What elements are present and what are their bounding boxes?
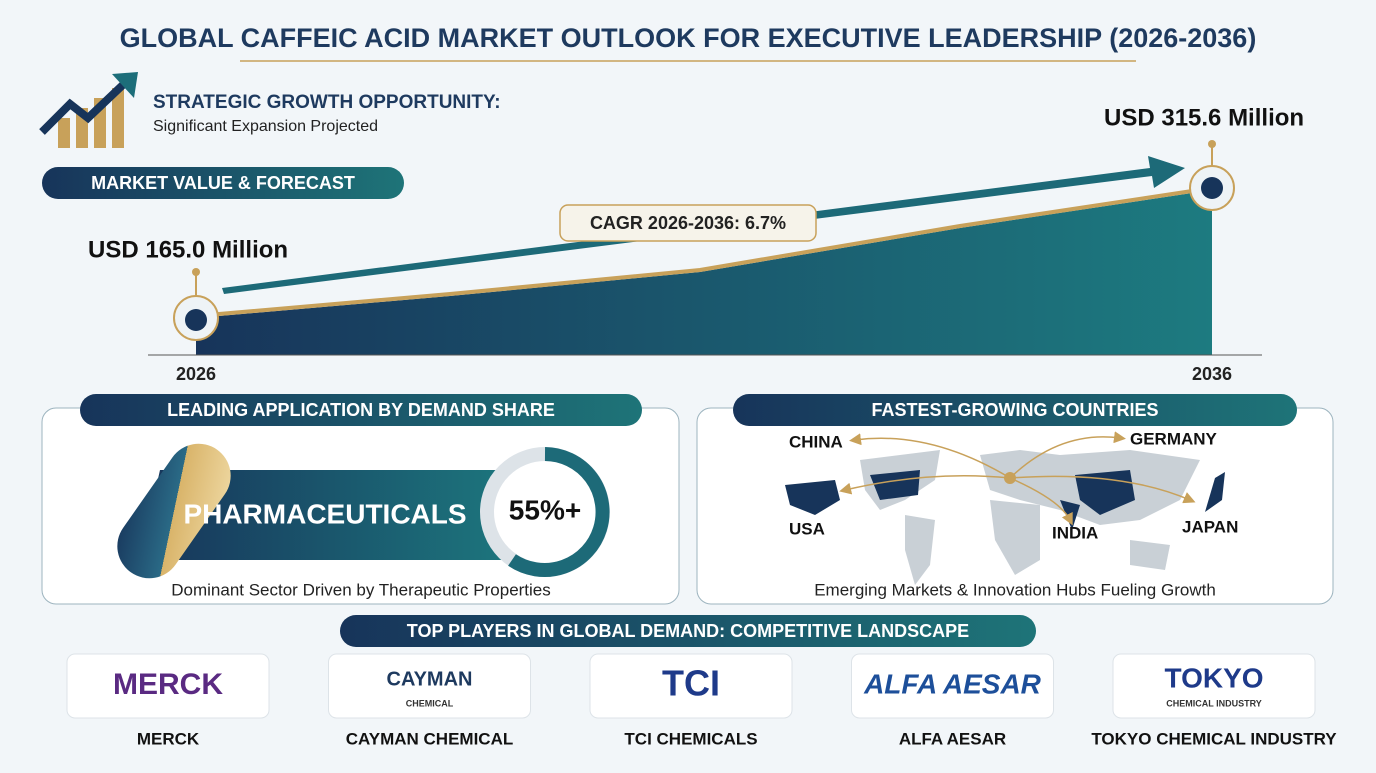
pin-head <box>1208 140 1216 148</box>
company-logo: MERCK <box>113 668 223 701</box>
cagr: CAGR 2026-2036: 6.7% <box>590 213 786 233</box>
growth-heading: STRATEGIC GROWTH OPPORTUNITY: <box>153 92 501 113</box>
donut-arc <box>508 447 610 577</box>
players-heading: TOP PLAYERS IN GLOBAL DEMAND: COMPETITIV… <box>407 621 969 641</box>
forecast-label: MARKET VALUE & FORECAST <box>91 173 355 193</box>
title: GLOBAL CAFFEIC ACID MARKET OUTLOOK FOR E… <box>120 23 1257 53</box>
end-value: USD 315.6 Million <box>1104 104 1304 131</box>
company-name: TOKYO CHEMICAL INDUSTRY <box>1091 729 1337 748</box>
japan-map <box>1205 472 1225 512</box>
company-logo: ALFA AESAR <box>863 668 1042 699</box>
logo-card <box>1112 653 1316 719</box>
country-label: USA <box>789 519 825 538</box>
company-logo: CAYMAN <box>387 668 473 690</box>
company-logo: TOKYO <box>1164 662 1263 693</box>
logo-card <box>66 653 270 719</box>
money-bag <box>185 309 207 331</box>
application-pill <box>80 394 642 426</box>
company-name: ALFA AESAR <box>899 729 1006 748</box>
connections <box>839 431 1196 526</box>
application-caption: Dominant Sector Driven by Therapeutic Pr… <box>171 580 551 599</box>
trend-line <box>195 186 1213 318</box>
sector: PHARMACEUTICALS <box>183 498 466 529</box>
logo-card <box>589 653 793 719</box>
share: 55%+ <box>509 494 581 525</box>
company-logo-sub: CHEMICAL <box>406 698 454 708</box>
growth-subheading: Significant Expansion Projected <box>153 118 378 135</box>
company-name: TCI CHEMICALS <box>624 729 757 748</box>
company-name: CAYMAN CHEMICAL <box>346 729 514 748</box>
logo-card <box>851 653 1054 719</box>
company-name: MERCK <box>137 729 200 748</box>
players: MERCK MERCK CAYMAN CHEMICAL CAYMAN CHEMICAL T… <box>66 653 1337 748</box>
hub <box>1004 472 1016 484</box>
company-logo-sub: CHEMICAL INDUSTRY <box>1166 698 1262 708</box>
usa-map <box>870 470 920 500</box>
end-year: 2036 <box>1192 364 1232 384</box>
country-label: JAPAN <box>1182 517 1238 536</box>
cagr-box <box>559 204 817 242</box>
start-value: USD 165.0 Million <box>88 236 288 263</box>
usa-shape <box>785 480 840 515</box>
forecast-pill <box>42 167 404 199</box>
countries-heading: FASTEST-GROWING COUNTRIES <box>871 400 1158 420</box>
countries-pill <box>733 394 1297 426</box>
players-pill <box>340 615 1036 647</box>
capsule <box>117 443 231 579</box>
country-label: CHINA <box>789 432 843 451</box>
application-heading: LEADING APPLICATION BY DEMAND SHARE <box>167 400 555 420</box>
country-label: GERMANY <box>1130 429 1218 448</box>
area <box>196 190 1212 355</box>
country-label: INDIA <box>1052 523 1098 542</box>
logo-card <box>328 653 531 719</box>
pin-head <box>192 268 200 276</box>
sector-banner <box>140 470 540 560</box>
countries-caption: Emerging Markets & Innovation Hubs Fueli… <box>814 580 1216 599</box>
growth-arrow <box>222 156 1185 294</box>
company-logo: TCI <box>662 663 720 704</box>
start-year: 2026 <box>176 364 216 384</box>
money-bag <box>1201 177 1223 199</box>
growth-icon <box>39 72 138 148</box>
